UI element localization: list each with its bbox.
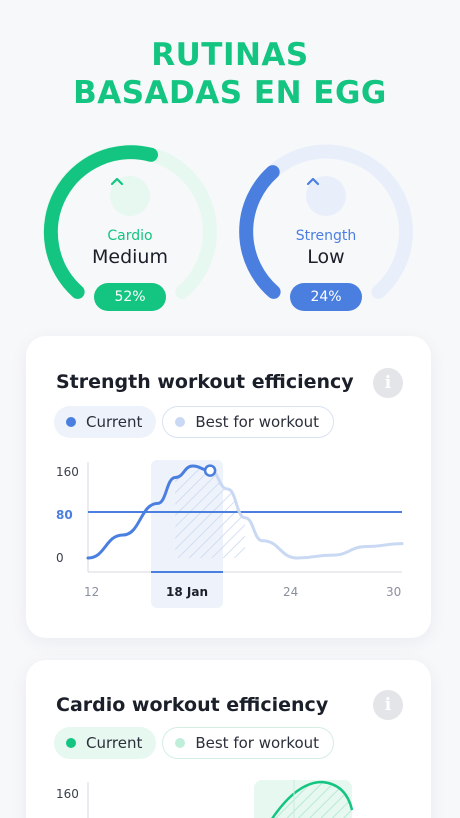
dot-icon xyxy=(175,738,186,748)
strength-gauge[interactable]: Strength Low 24% xyxy=(236,142,416,312)
legend-current-label: Current xyxy=(86,413,143,431)
cardio-chart: 160 xyxy=(56,780,354,818)
strength-legend: Current Best for workout xyxy=(54,406,335,438)
cardio-expand-button[interactable] xyxy=(110,176,150,216)
x-tick-label: 30 xyxy=(386,585,401,599)
headline-line-2: BASADAS EN EGG xyxy=(73,75,387,111)
headline-line-1: RUTINAS xyxy=(151,37,309,73)
y-tick-label: 160 xyxy=(56,465,79,479)
dot-icon xyxy=(66,738,76,748)
x-tick-label-selected: 18 Jan xyxy=(166,585,208,599)
legend-current[interactable]: Current xyxy=(54,727,157,759)
legend-best[interactable]: Best for workout xyxy=(162,727,335,759)
cardio-current-line xyxy=(271,780,354,818)
legend-best-label: Best for workout xyxy=(195,734,320,752)
y-tick-label: 160 xyxy=(56,787,79,801)
strength-percent-badge: 24% xyxy=(290,283,362,311)
cardio-area xyxy=(272,782,352,818)
strength-chart: 160 80 0 12 18 Jan 24 30 xyxy=(56,460,404,608)
cardio-efficiency-card: Cardio workout efficiency i Current Best… xyxy=(26,660,431,818)
strength-level: Low xyxy=(307,246,345,268)
legend-best[interactable]: Best for workout xyxy=(162,406,335,438)
info-icon[interactable]: i xyxy=(373,368,403,398)
current-point-marker[interactable] xyxy=(203,464,217,477)
strength-card-title: Strength workout efficiency xyxy=(56,371,354,393)
strength-label: Strength xyxy=(295,228,357,244)
legend-current-label: Current xyxy=(86,734,143,752)
current-series-line xyxy=(86,464,212,560)
cardio-percent-badge: 52% xyxy=(94,283,166,311)
cardio-legend: Current Best for workout xyxy=(54,727,335,759)
cardio-card-title: Cardio workout efficiency xyxy=(56,694,329,716)
strength-expand-button[interactable] xyxy=(306,176,346,216)
dot-icon xyxy=(175,417,186,427)
y-tick-label: 0 xyxy=(56,551,64,565)
chevron-up-icon xyxy=(306,177,320,186)
y-tick-label-reference: 80 xyxy=(56,508,73,522)
x-tick-label: 12 xyxy=(84,585,99,599)
legend-current[interactable]: Current xyxy=(54,406,157,438)
best-series-line xyxy=(208,469,404,560)
cardio-label: Cardio xyxy=(107,228,153,244)
legend-best-label: Best for workout xyxy=(195,413,320,431)
strength-efficiency-card: Strength workout efficiency i Current Be… xyxy=(26,336,431,638)
dot-icon xyxy=(66,417,76,427)
x-tick-label: 24 xyxy=(283,585,298,599)
chevron-up-icon xyxy=(110,177,124,186)
info-icon[interactable]: i xyxy=(373,690,403,720)
cardio-gauge[interactable]: Cardio Medium 52% xyxy=(40,142,220,312)
page-headline: RUTINAS BASADAS EN EGG xyxy=(0,36,460,112)
cardio-level: Medium xyxy=(92,246,168,268)
